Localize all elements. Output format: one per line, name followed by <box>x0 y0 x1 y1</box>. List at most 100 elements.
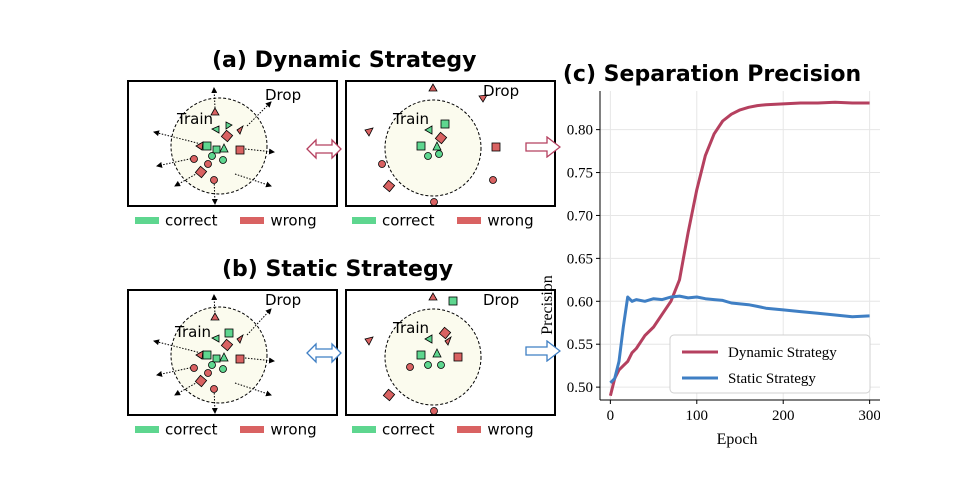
wrong-square-icon <box>194 165 208 179</box>
correct-triangle-icon <box>211 125 220 134</box>
correct-square-icon <box>416 350 426 360</box>
correct-circle-icon <box>437 361 445 369</box>
correct-square-icon <box>202 350 212 360</box>
correct-square-icon <box>212 145 221 154</box>
legend-frame <box>669 334 871 394</box>
y-tick-label: 0.75 <box>567 166 593 182</box>
wrong-square-icon <box>491 142 501 152</box>
drop-label: Drop <box>265 291 302 309</box>
chart-series <box>608 100 870 397</box>
chart-title: (c) Separation Precision <box>563 62 861 87</box>
wrong-square-icon <box>235 145 245 155</box>
wrong-triangle-icon <box>364 127 374 137</box>
x-axis-label: Epoch <box>717 431 758 448</box>
dynamic-before-diagram <box>153 87 275 205</box>
drop-label: Drop <box>483 291 520 309</box>
y-tick-label: 0.70 <box>567 208 593 224</box>
correct-triangle-icon <box>225 121 233 130</box>
double-arrow-icon <box>306 138 342 160</box>
wrong-square-icon <box>235 354 245 364</box>
separation-precision-chart: (c) Separation Precision 0.50 0.55 0.60 0.6… <box>540 62 880 448</box>
double-arrow-icon <box>306 342 342 364</box>
static-strategy-title: (b) Static Strategy <box>222 257 454 282</box>
dynamic-strategy-title: (a) Dynamic Strategy <box>212 48 477 73</box>
legend-label-static: Static Strategy <box>728 371 816 387</box>
correct-circle-icon <box>208 361 216 369</box>
right-arrow-icon <box>525 340 561 362</box>
wrong-square-icon <box>382 388 396 402</box>
wrong-triangle-icon <box>428 83 438 92</box>
correct-square-icon <box>448 296 458 306</box>
train-label: Train <box>393 110 429 128</box>
correct-label: correct <box>165 211 218 230</box>
wrong-circle-icon <box>190 364 198 372</box>
y-axis-label: Precision <box>540 275 556 335</box>
y-tick-label: 0.50 <box>567 380 593 396</box>
correct-square-icon <box>224 328 234 338</box>
wrong-swatch <box>240 426 265 433</box>
wrong-square-icon <box>220 338 234 352</box>
dynamic-panel-before: Train Drop <box>127 80 338 207</box>
static-after-diagram <box>364 292 482 415</box>
correct-square-icon <box>416 141 426 151</box>
drop-label: Drop <box>483 82 520 100</box>
wrong-triangle-icon <box>428 292 438 301</box>
wrong-circle-icon <box>204 160 212 168</box>
train-region-circle <box>384 99 482 197</box>
correct-circle-icon <box>424 361 432 369</box>
y-tick-label: 0.65 <box>567 251 593 267</box>
dynamic-panel-after: Train Drop <box>345 80 556 207</box>
dynamic-after-diagram <box>364 83 501 206</box>
correct-triangle-icon <box>432 141 442 151</box>
wrong-label: wrong <box>270 420 317 439</box>
correct-triangle-icon <box>219 143 229 153</box>
chart-legend: Dynamic Strategy Static Strategy <box>669 334 871 394</box>
train-label: Train <box>393 319 429 337</box>
wrong-triangle-icon <box>478 94 488 103</box>
legend-static-after: correct wrong <box>352 420 534 439</box>
correct-circle-icon <box>208 152 216 160</box>
wrong-circle-icon <box>204 369 212 377</box>
wrong-triangle-icon <box>236 333 244 344</box>
chart-axes: 0.50 0.55 0.60 0.65 0.70 0.75 0.80 0 100 200 300 <box>567 91 880 424</box>
y-tick-label: 0.60 <box>567 294 593 310</box>
correct-swatch <box>135 426 159 433</box>
correct-triangle-icon <box>219 352 229 362</box>
wrong-label: wrong <box>487 420 534 439</box>
wrong-square-icon <box>434 131 448 145</box>
static-panel-before: Train Drop <box>127 289 338 416</box>
static-before-diagram <box>153 294 275 414</box>
correct-square-icon <box>212 354 221 363</box>
wrong-square-icon <box>453 352 463 362</box>
correct-circle-icon <box>435 150 443 158</box>
wrong-swatch <box>457 426 482 433</box>
wrong-circle-icon <box>190 155 198 163</box>
wrong-circle-icon <box>210 176 218 184</box>
correct-circle-icon <box>219 156 227 164</box>
legend-dynamic-after: correct wrong <box>352 211 534 230</box>
wrong-circle-icon <box>430 198 438 206</box>
x-tick-label: 200 <box>772 408 795 424</box>
correct-swatch <box>352 426 376 433</box>
correct-label: correct <box>165 420 218 439</box>
wrong-swatch <box>240 217 265 224</box>
drop-label: Drop <box>265 86 302 104</box>
series-line-static <box>609 294 870 384</box>
correct-swatch <box>352 217 376 224</box>
legend-label-dynamic: Dynamic Strategy <box>728 345 837 361</box>
wrong-label: wrong <box>487 211 534 230</box>
wrong-square-icon <box>194 374 208 388</box>
wrong-square-icon <box>382 179 396 193</box>
wrong-triangle-icon <box>444 335 452 346</box>
correct-swatch <box>135 217 159 224</box>
correct-triangle-icon <box>211 334 220 343</box>
x-tick-label: 100 <box>686 408 709 424</box>
wrong-triangle-icon <box>195 350 204 360</box>
legend-static-before: correct wrong <box>135 420 317 439</box>
y-tick-label: 0.80 <box>567 123 593 139</box>
correct-label: correct <box>382 211 435 230</box>
wrong-triangle-icon <box>195 141 204 151</box>
drop-arrows <box>153 87 275 205</box>
correct-label: correct <box>382 420 435 439</box>
x-tick-label: 300 <box>858 408 880 424</box>
